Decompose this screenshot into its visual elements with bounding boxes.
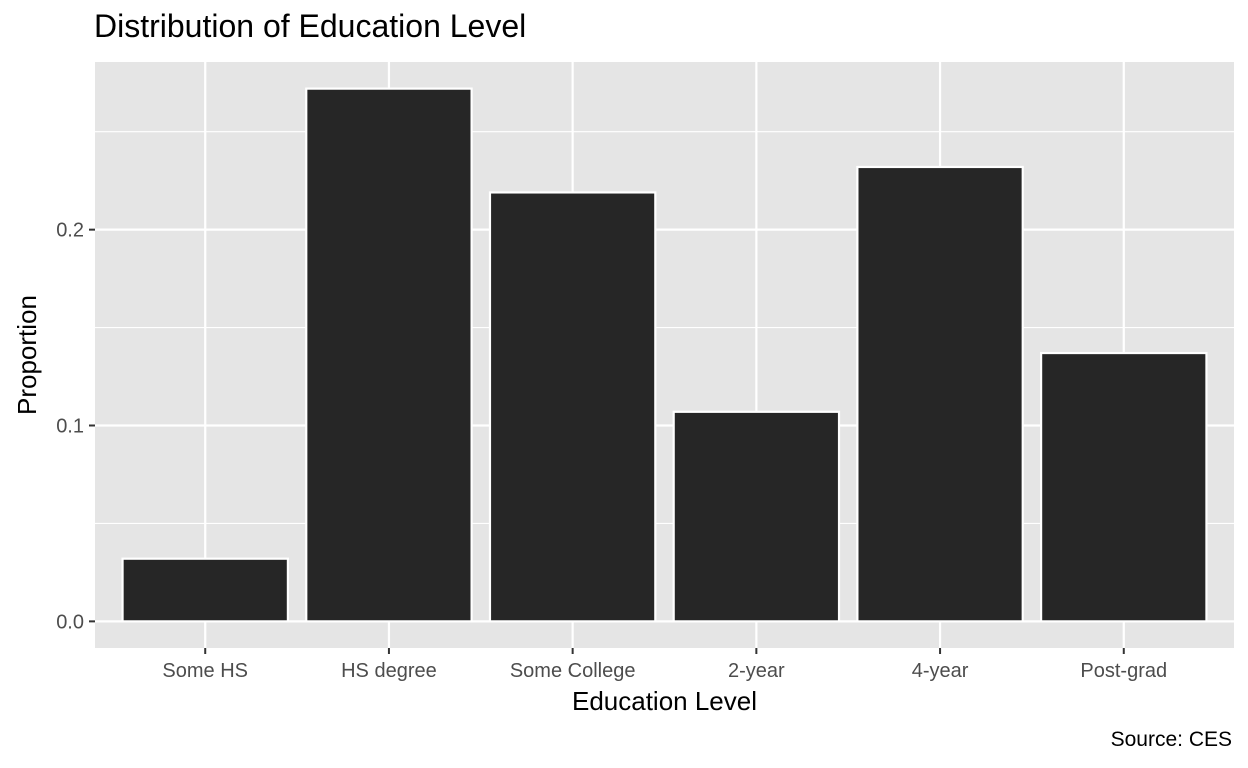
x-tick-label: 2-year — [728, 660, 785, 682]
x-tick-label: Post-grad — [1080, 660, 1167, 682]
bar — [121, 557, 289, 623]
y-tick-label: 0.0 — [56, 611, 84, 633]
axes: 0.0 0.1 0.2 Some HS HS degree Some College 2-y… — [56, 220, 1167, 682]
bar — [856, 165, 1024, 623]
x-tick-label: 4-year — [912, 660, 969, 682]
bar — [488, 191, 657, 623]
x-tick-label: Some College — [510, 660, 636, 682]
y-tick-label: 0.1 — [56, 416, 84, 438]
bar — [305, 87, 473, 623]
y-tick-label: 0.2 — [56, 220, 84, 242]
x-axis-title: Education Level — [572, 686, 757, 716]
chart-title: Distribution of Education Level — [94, 8, 527, 44]
chart-caption: Source: CES — [1110, 728, 1232, 751]
y-axis-title: Proportion — [12, 295, 42, 415]
x-tick-label: HS degree — [341, 660, 437, 682]
bar — [672, 410, 841, 623]
x-tick-label: Some HS — [162, 660, 248, 682]
bars — [121, 87, 1208, 623]
bar — [1040, 351, 1208, 623]
